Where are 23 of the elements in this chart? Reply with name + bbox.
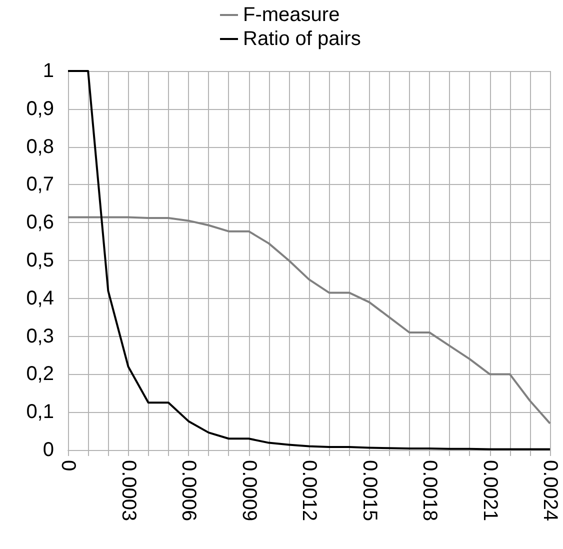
y-tick-label: 0,1 xyxy=(26,401,54,424)
x-tick-label: 0.0012 xyxy=(298,460,320,522)
x-tick-label: 0.0009 xyxy=(238,460,260,522)
y-tick-label: 0,7 xyxy=(26,174,54,196)
y-tick-label: 0,5 xyxy=(26,250,54,272)
x-tick-label: 0.0003 xyxy=(117,460,140,522)
x-tick-label: 0.0006 xyxy=(178,460,200,522)
y-tick-label: 0,2 xyxy=(26,363,54,386)
y-tick-label: 1 xyxy=(42,60,54,82)
x-tick-label: 0.0021 xyxy=(478,460,501,522)
y-tick-label: 0 xyxy=(42,439,54,461)
x-tick-label: 0 xyxy=(57,460,79,472)
x-tick-label: 0.0024 xyxy=(539,460,561,522)
line-series xyxy=(67,216,551,424)
legend-label: F-measure xyxy=(243,4,340,26)
y-tick-label: 0,8 xyxy=(26,136,54,158)
y-tick-label: 0,6 xyxy=(26,212,54,234)
y-tick-label: 0,9 xyxy=(26,98,54,120)
x-tick-label: 0.0015 xyxy=(358,460,380,522)
x-tick-label: 0.0018 xyxy=(418,460,440,522)
legend-label: Ratio of pairs xyxy=(243,28,361,50)
y-tick-label: 0,4 xyxy=(26,287,54,310)
y-tick-label: 0,3 xyxy=(26,325,54,348)
